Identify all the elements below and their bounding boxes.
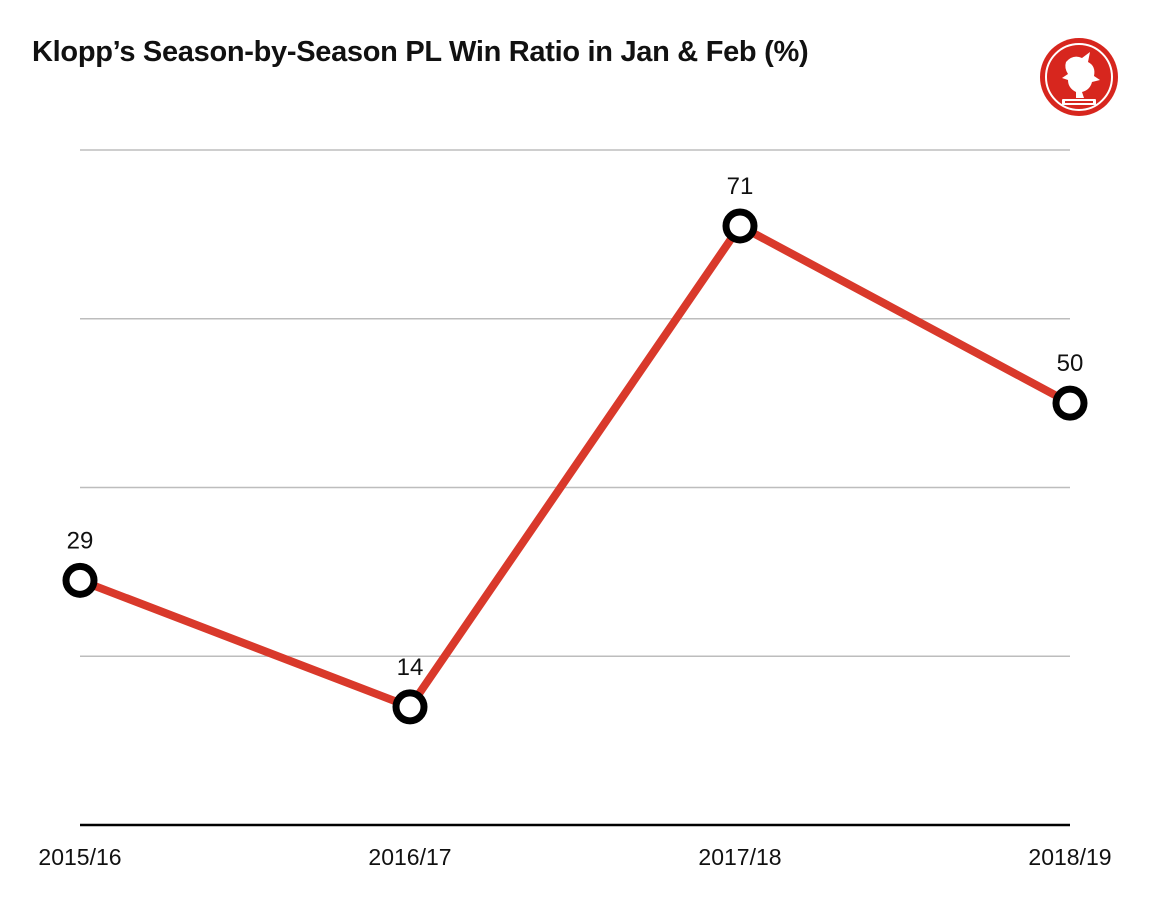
x-tick-label: 2018/19 [1028, 844, 1111, 870]
data-point [392, 689, 428, 725]
liverbird-logo-icon [1040, 38, 1118, 116]
x-tick-label: 2016/17 [368, 844, 451, 870]
data-label: 71 [727, 173, 754, 200]
data-point [1052, 385, 1088, 421]
series-line [78, 220, 1072, 712]
data-point [722, 208, 758, 244]
data-label: 50 [1057, 350, 1084, 377]
data-label: 29 [67, 527, 94, 554]
data-label: 14 [397, 654, 424, 681]
chart-title: Klopp’s Season-by-Season PL Win Ratio in… [32, 36, 809, 68]
data-point [62, 562, 98, 598]
x-tick-label: 2015/16 [38, 844, 121, 870]
x-tick-label: 2017/18 [698, 844, 781, 870]
